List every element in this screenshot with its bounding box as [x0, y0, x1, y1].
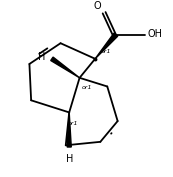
Text: H: H — [66, 154, 73, 164]
Polygon shape — [67, 112, 71, 147]
Text: or1: or1 — [81, 85, 92, 90]
Text: or1: or1 — [67, 121, 78, 126]
Text: H: H — [38, 52, 45, 62]
Polygon shape — [95, 33, 118, 59]
Polygon shape — [51, 57, 80, 78]
Text: or1: or1 — [100, 49, 111, 54]
Text: O: O — [94, 1, 102, 11]
Text: OH: OH — [147, 29, 162, 39]
